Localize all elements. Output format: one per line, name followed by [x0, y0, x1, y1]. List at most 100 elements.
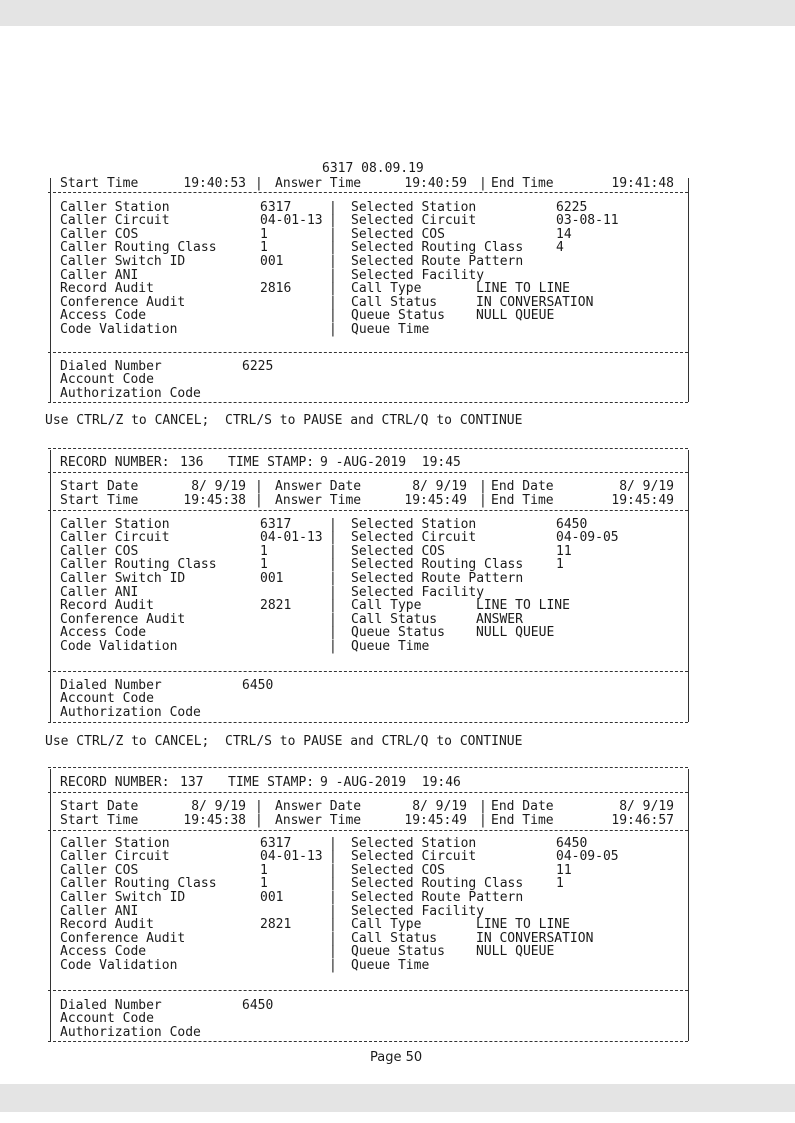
selected-field-label: Selected Station: [351, 835, 477, 851]
selected-field-label: Call Status: [351, 294, 438, 310]
dashed-divider: [48, 767, 688, 768]
column-separator: |: [329, 308, 337, 324]
column-separator: |: [329, 530, 337, 546]
selected-field-label: Selected Routing Class: [351, 876, 524, 892]
times-answer-label: Answer Time: [275, 492, 362, 508]
column-separator: |: [329, 889, 337, 905]
caller-field-label: Caller Routing Class: [60, 240, 217, 256]
dates-end-label: End Date: [491, 478, 554, 494]
selected-field-value: 6225: [556, 199, 588, 215]
dashed-divider: [48, 830, 688, 831]
record-title: 6317 08.09.19: [322, 160, 424, 176]
dates-end-value: 8/ 9/19: [619, 478, 674, 494]
selected-field-value: ANSWER: [476, 611, 523, 627]
record-number: 137: [180, 774, 204, 790]
selected-field-label: Selected COS: [351, 543, 445, 559]
caller-field-value: 1: [260, 240, 268, 256]
code-field-value: 6225: [242, 358, 274, 374]
code-field-value: 6450: [242, 997, 274, 1013]
dates-end-label: End Date: [491, 798, 554, 814]
dashed-divider: [48, 192, 688, 193]
dashed-divider: [48, 671, 688, 672]
column-separator: |: [329, 849, 337, 865]
column-separator: |: [479, 492, 487, 508]
selected-field-value: 11: [556, 862, 572, 878]
times-end-value: 19:45:49: [611, 492, 674, 508]
caller-field-value: 001: [260, 889, 284, 905]
column-separator: |: [329, 611, 337, 627]
selected-field-value: IN CONVERSATION: [476, 294, 594, 310]
selected-field-label: Queue Time: [351, 957, 430, 973]
code-field-label: Authorization Code: [60, 385, 201, 401]
column-separator: |: [329, 598, 337, 614]
selected-field-label: Queue Status: [351, 625, 445, 641]
dashed-divider: [48, 472, 688, 473]
selected-field-label: Queue Time: [351, 321, 430, 337]
caller-field-value: 1: [260, 557, 268, 573]
column-separator: |: [329, 930, 337, 946]
dates-start-label: Start Date: [60, 478, 139, 494]
column-separator: |: [329, 835, 337, 851]
caller-field-label: Code Validation: [60, 638, 178, 654]
caller-field-label: Code Validation: [60, 957, 178, 973]
caller-field-label: Conference Audit: [60, 930, 186, 946]
column-separator: |: [329, 903, 337, 919]
control-keys-hint: Use CTRL/Z to CANCEL; CTRL/S to PAUSE an…: [45, 412, 523, 428]
caller-field-value: 1: [260, 543, 268, 559]
selected-field-label: Call Type: [351, 917, 422, 933]
selected-field-value: 04-09-05: [556, 849, 619, 865]
dashed-divider: [48, 402, 688, 403]
box-border: [50, 769, 51, 1041]
column-separator: |: [255, 478, 263, 494]
dates-answer-value: 8/ 9/19: [412, 798, 467, 814]
box-border: [688, 450, 689, 722]
column-separator: |: [329, 957, 337, 973]
column-separator: |: [329, 226, 337, 242]
caller-field-label: Caller Circuit: [60, 849, 170, 865]
dashed-divider: [48, 1041, 688, 1042]
selected-field-label: Queue Status: [351, 944, 445, 960]
column-separator: |: [329, 516, 337, 532]
times-end-value: 19:41:48: [611, 175, 674, 191]
caller-field-label: Record Audit: [60, 917, 154, 933]
times-end-label: End Time: [491, 812, 554, 828]
caller-field-value: 2816: [260, 281, 292, 297]
caller-field-label: Caller COS: [60, 862, 139, 878]
selected-field-value: NULL QUEUE: [476, 308, 555, 324]
caller-field-value: 6317: [260, 516, 292, 532]
column-separator: |: [329, 557, 337, 573]
caller-field-value: 2821: [260, 917, 292, 933]
dashed-divider: [48, 990, 688, 991]
selected-field-label: Selected Facility: [351, 903, 485, 919]
caller-field-value: 04-01-13: [260, 849, 323, 865]
timestamp: 9 -AUG-2019 19:46: [320, 774, 461, 790]
selected-field-label: Call Type: [351, 281, 422, 297]
column-separator: |: [329, 876, 337, 892]
dashed-divider: [48, 352, 688, 353]
caller-field-value: 04-01-13: [260, 530, 323, 546]
code-field-label: Authorization Code: [60, 704, 201, 720]
selected-field-label: Selected Route Pattern: [351, 570, 524, 586]
column-separator: |: [255, 812, 263, 828]
caller-field-label: Record Audit: [60, 281, 154, 297]
caller-field-value: 001: [260, 253, 284, 269]
column-separator: |: [329, 240, 337, 256]
column-separator: |: [329, 321, 337, 337]
dates-start-value: 8/ 9/19: [191, 798, 246, 814]
column-separator: |: [329, 199, 337, 215]
dashed-divider: [48, 448, 688, 449]
caller-field-label: Caller Switch ID: [60, 570, 186, 586]
selected-field-value: 4: [556, 240, 564, 256]
box-border: [50, 450, 51, 722]
caller-field-value: 001: [260, 570, 284, 586]
selected-field-label: Selected Station: [351, 516, 477, 532]
column-separator: |: [329, 281, 337, 297]
caller-field-label: Caller Routing Class: [60, 876, 217, 892]
code-field-label: Account Code: [60, 372, 154, 388]
dates-answer-value: 8/ 9/19: [412, 478, 467, 494]
caller-field-label: Caller ANI: [60, 267, 139, 283]
dashed-divider: [48, 510, 688, 511]
selected-field-label: Selected Facility: [351, 267, 485, 283]
selected-field-label: Selected Routing Class: [351, 240, 524, 256]
box-border: [688, 769, 689, 1041]
